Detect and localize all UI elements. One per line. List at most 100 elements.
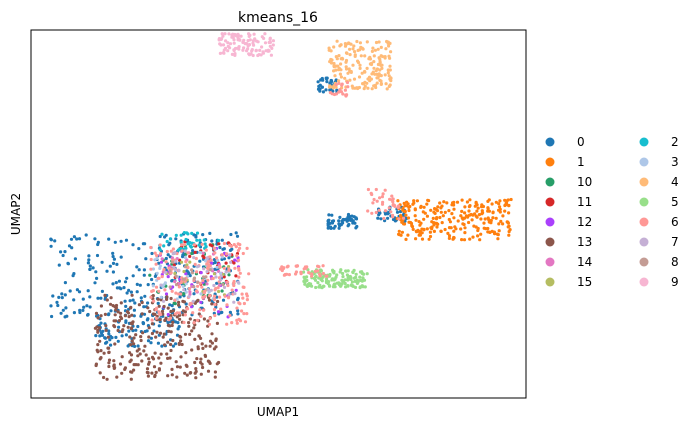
- point-cluster-6: [383, 188, 387, 192]
- point-cluster-0: [72, 235, 76, 239]
- point-cluster-9: [217, 38, 221, 42]
- legend-item-6: 6: [639, 215, 679, 229]
- point-cluster-5: [352, 268, 356, 272]
- point-cluster-5: [343, 278, 347, 282]
- point-cluster-9: [267, 40, 271, 45]
- point-cluster-13: [98, 339, 102, 343]
- point-cluster-13: [177, 342, 181, 346]
- point-cluster-1: [440, 204, 444, 208]
- point-cluster-0: [111, 282, 115, 286]
- point-cluster-6: [174, 312, 178, 316]
- point-cluster-0: [379, 217, 383, 221]
- point-cluster-6: [334, 92, 339, 96]
- point-cluster-0: [153, 274, 157, 278]
- point-cluster-0: [146, 283, 150, 287]
- point-cluster-6: [345, 80, 350, 85]
- point-cluster-6: [233, 266, 237, 270]
- point-cluster-2: [162, 244, 166, 248]
- point-cluster-0: [220, 257, 224, 261]
- point-cluster-6: [245, 298, 249, 302]
- point-cluster-1: [448, 220, 452, 224]
- point-cluster-10: [182, 292, 186, 296]
- point-cluster-5: [328, 284, 332, 288]
- point-cluster-3: [215, 265, 219, 269]
- point-cluster-6: [241, 296, 245, 300]
- point-cluster-13: [136, 363, 140, 367]
- point-cluster-1: [498, 210, 502, 214]
- point-cluster-1: [396, 199, 400, 203]
- point-cluster-13: [193, 337, 197, 341]
- point-cluster-12: [159, 260, 164, 264]
- legend-label-14: 14: [577, 255, 592, 269]
- point-cluster-6: [193, 262, 197, 266]
- point-cluster-4: [365, 40, 369, 44]
- point-cluster-13: [122, 324, 126, 328]
- legend-label-9: 9: [671, 275, 679, 289]
- point-cluster-6: [158, 312, 162, 316]
- point-cluster-0: [108, 264, 112, 268]
- point-cluster-0: [100, 289, 104, 293]
- point-cluster-13: [160, 309, 165, 313]
- point-cluster-6: [149, 257, 153, 262]
- point-cluster-13: [179, 355, 183, 359]
- point-cluster-9: [271, 43, 275, 47]
- point-cluster-13: [171, 338, 175, 343]
- point-cluster-1: [460, 209, 464, 213]
- point-cluster-9: [246, 43, 250, 47]
- point-cluster-11: [217, 242, 221, 246]
- point-cluster-0: [127, 288, 131, 292]
- point-cluster-0: [141, 242, 145, 246]
- point-cluster-13: [129, 353, 134, 357]
- point-cluster-0: [142, 273, 146, 277]
- point-cluster-1: [487, 209, 491, 213]
- point-cluster-1: [426, 198, 430, 202]
- point-cluster-1: [497, 229, 501, 233]
- point-cluster-11: [188, 254, 192, 258]
- point-cluster-13: [175, 365, 180, 369]
- point-cluster-13: [183, 332, 188, 336]
- point-cluster-6: [177, 285, 181, 289]
- point-cluster-13: [104, 328, 108, 332]
- point-cluster-6: [163, 288, 167, 292]
- point-cluster-4: [374, 40, 379, 45]
- point-cluster-13: [132, 336, 136, 340]
- point-cluster-7: [182, 288, 186, 292]
- point-cluster-5: [331, 285, 335, 289]
- point-cluster-2: [203, 242, 207, 246]
- point-cluster-6: [374, 210, 378, 215]
- legend-marker-15: [545, 277, 555, 287]
- point-cluster-12: [166, 312, 170, 317]
- point-cluster-6: [242, 301, 246, 306]
- point-cluster-0: [331, 219, 336, 223]
- point-cluster-0: [57, 263, 61, 267]
- point-cluster-6: [225, 303, 229, 307]
- point-cluster-0: [86, 289, 90, 293]
- point-cluster-4: [379, 82, 383, 86]
- point-cluster-1: [498, 205, 502, 209]
- legend-label-2: 2: [671, 135, 679, 149]
- point-cluster-13: [102, 351, 106, 355]
- point-cluster-0: [70, 246, 74, 250]
- point-cluster-13: [210, 341, 214, 345]
- point-cluster-5: [355, 281, 359, 285]
- point-cluster-0: [201, 233, 205, 237]
- point-cluster-4: [369, 61, 374, 65]
- point-cluster-0: [320, 85, 324, 89]
- point-cluster-13: [98, 371, 102, 375]
- point-cluster-9: [228, 42, 233, 46]
- point-cluster-13: [179, 335, 183, 339]
- point-cluster-6: [156, 276, 160, 280]
- point-cluster-13: [109, 296, 113, 300]
- point-cluster-13: [123, 367, 127, 371]
- point-cluster-13: [132, 368, 136, 372]
- point-cluster-13: [162, 304, 166, 309]
- point-cluster-9: [231, 35, 235, 40]
- point-cluster-13: [119, 301, 123, 305]
- point-cluster-5: [341, 275, 345, 279]
- cluster-4-points: [327, 39, 393, 91]
- legend-item-11: 11: [545, 195, 592, 209]
- point-cluster-6: [234, 245, 238, 249]
- point-cluster-0: [138, 283, 142, 287]
- point-cluster-3: [151, 284, 155, 288]
- point-cluster-13: [95, 325, 99, 329]
